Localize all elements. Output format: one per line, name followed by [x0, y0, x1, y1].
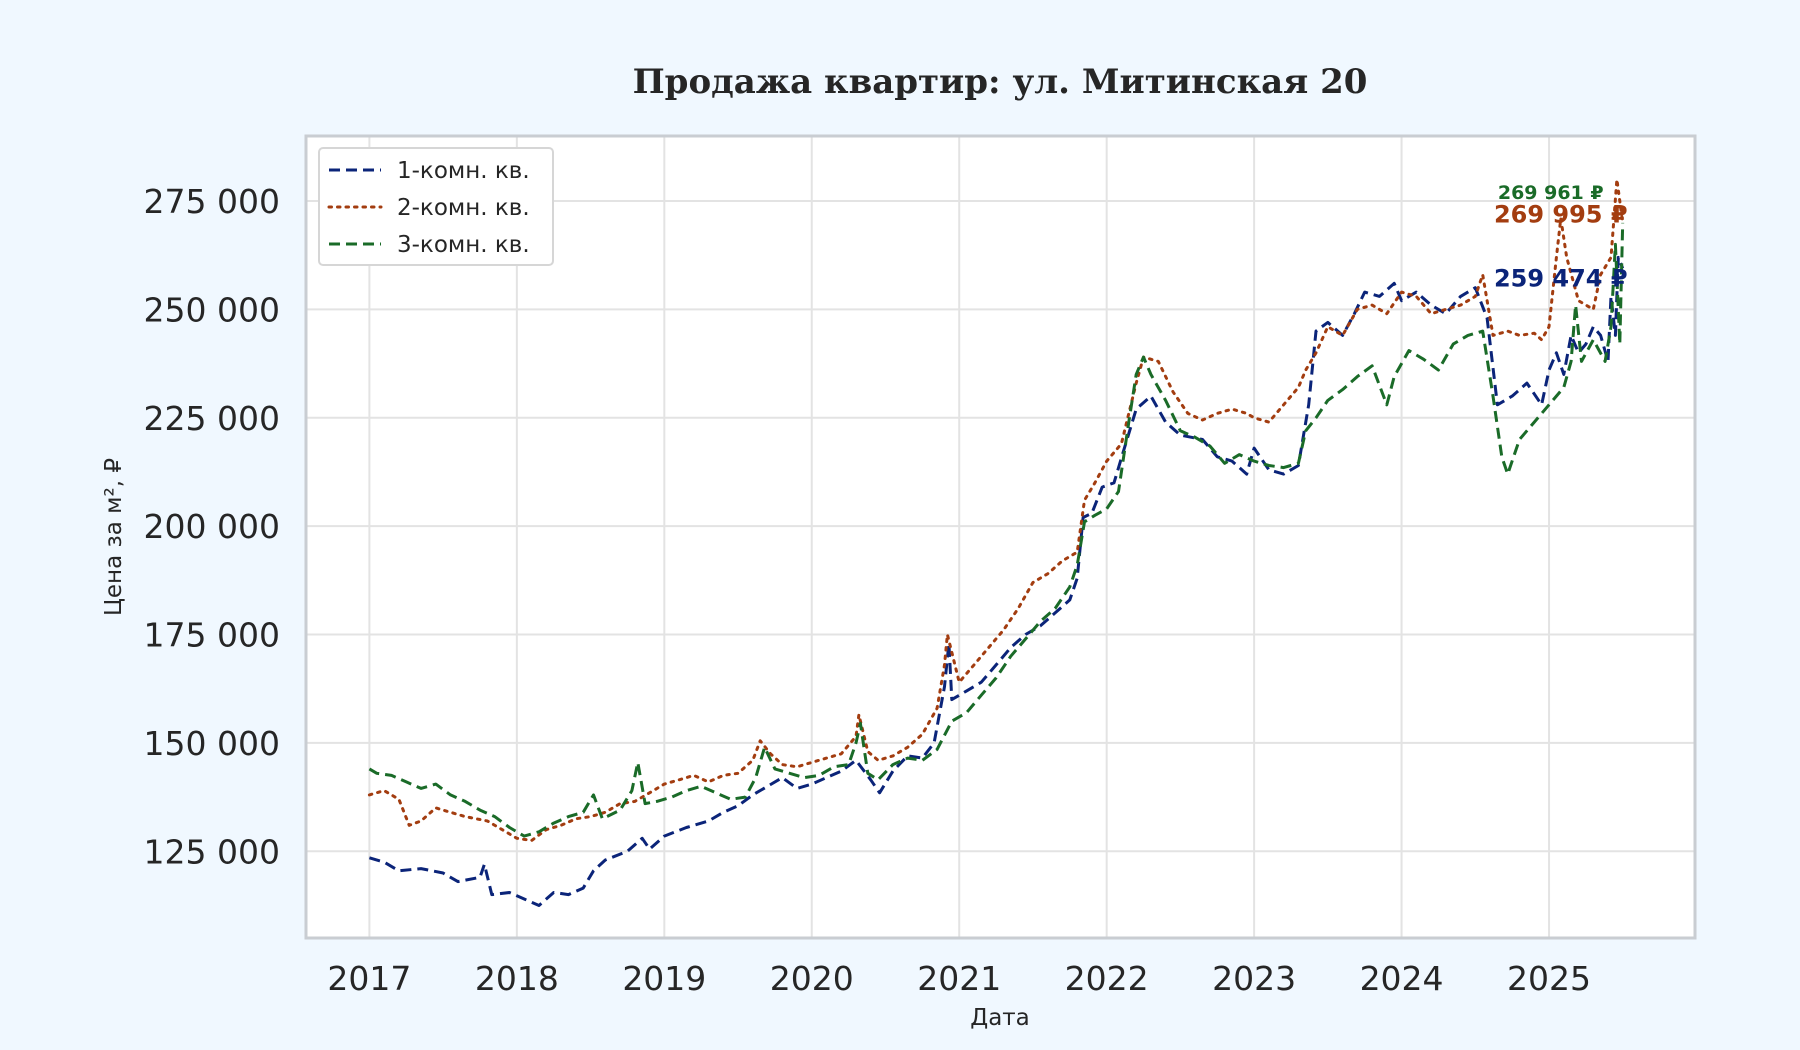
legend-box: [318, 147, 554, 266]
y-tick-label: 275 000: [144, 182, 280, 221]
series-line-1: [368, 255, 1625, 907]
x-tick-label: 2017: [327, 959, 411, 998]
legend: 1-комн. кв. 2-комн. кв. 3-комн. кв.: [318, 147, 554, 266]
series-line-2: [367, 177, 1625, 842]
x-tick-label: 2025: [1507, 959, 1591, 998]
y-axis-label: Цена за м², ₽: [101, 458, 127, 616]
y-tick-label: 125 000: [144, 832, 280, 871]
x-tick-label: 2023: [1212, 959, 1296, 998]
y-tick-label: 175 000: [144, 616, 280, 655]
legend-items: 1-комн. кв. 2-комн. кв. 3-комн. кв.: [327, 158, 530, 258]
chart-title: Продажа квартир: ул. Митинская 20: [633, 62, 1368, 102]
y-tick-label: 200 000: [144, 507, 280, 546]
series-line-3: [368, 222, 1625, 838]
series-end-label-1: 259 474 ₽: [1494, 264, 1628, 292]
y-axis-ticks: 125 000 150 000 175 000 200 000 225 000 250 0…: [144, 182, 280, 871]
x-tick-label: 2024: [1360, 959, 1444, 998]
series-lines: [367, 177, 1625, 907]
legend-label-1: 1-комн. кв.: [397, 158, 530, 184]
y-tick-label: 225 000: [144, 399, 280, 438]
x-axis-label: Дата: [970, 1005, 1030, 1031]
series-end-label-2: 269 995 ₽: [1494, 201, 1628, 229]
y-tick-label: 250 000: [144, 290, 280, 329]
series-end-labels: 259 474 ₽ 269 995 ₽269 961 ₽: [1494, 182, 1628, 292]
x-tick-label: 2019: [622, 959, 706, 998]
x-tick-label: 2018: [475, 959, 559, 998]
x-tick-label: 2021: [917, 959, 1001, 998]
plot-area: [306, 136, 1695, 938]
plot-frame: [304, 134, 1697, 940]
y-tick-label: 150 000: [144, 724, 280, 763]
x-axis-ticks: 2017 2018 2019 2020 2021 2022 2023 2024 2025: [327, 959, 1591, 998]
legend-label-2: 2-комн. кв.: [397, 195, 530, 221]
x-tick-label: 2020: [770, 959, 854, 998]
legend-label-3: 3-комн. кв.: [397, 232, 530, 258]
series-end-label-3: 269 961 ₽: [1498, 182, 1604, 204]
x-tick-label: 2022: [1065, 959, 1149, 998]
